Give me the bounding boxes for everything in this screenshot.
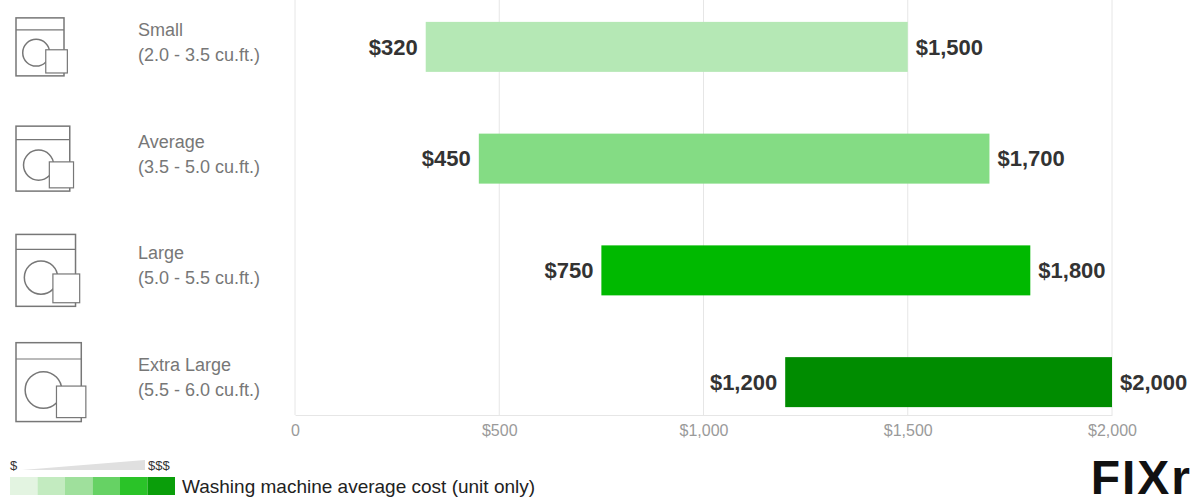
category-label: Large [138,243,184,263]
icon-basket [49,162,73,188]
category-subtitle: (2.0 - 3.5 cu.ft.) [138,45,260,65]
tick-label: $1,000 [680,422,729,439]
washer-icon [16,234,80,306]
chart: 0 $500 $1,000 $1,500 $2,000 $320 $1,500 $450 $1,… [0,0,1200,502]
category-subtitle: (3.5 - 5.0 cu.ft.) [138,157,260,177]
tick-label: $1,500 [884,422,933,439]
logo: FIXr [1091,451,1192,502]
legend-scale-label: $ [10,458,18,473]
data-label: $1,200 [710,370,777,395]
tick-label: $500 [482,422,518,439]
washer-icon [16,343,86,422]
legend: $$$$Washing machine average cost (unit o… [10,458,535,497]
data-label: $1,500 [916,35,983,60]
legend-wedge [22,460,145,470]
x-axis: 0 $500 $1,000 $1,500 $2,000 [291,415,1137,439]
legend-swatch [38,477,66,495]
tick-label: $2,000 [1088,422,1137,439]
bar [479,134,990,184]
axis-line [296,415,1113,416]
category-label: Small [138,20,183,40]
data-label: $2,000 [1120,370,1187,395]
legend-scale-label: $$$ [148,458,170,473]
icon-panel [16,29,64,30]
data-label: $750 [544,258,593,283]
tick: $1,500 [884,415,933,439]
tick: $500 [482,415,518,439]
category-subtitle: (5.5 - 6.0 cu.ft.) [138,380,260,400]
category-labels: Small (2.0 - 3.5 cu.ft.) Average (3.5 - 5.0… [16,18,260,422]
legend-swatch [148,477,176,495]
data-labels: $320 $1,500 $450 $1,700 $750 $1,800 $1,200 $2,0… [369,35,1188,395]
icon-basket [53,274,80,303]
bar [601,245,1030,295]
tick: $2,000 [1088,415,1137,439]
bars [426,22,1112,407]
data-label: $320 [369,35,418,60]
washer-icon [16,18,67,76]
icon-basket [46,50,68,73]
tick: 0 [291,415,300,439]
tick: $1,000 [680,415,729,439]
grid-line [1112,0,1113,415]
legend-label: Washing machine average cost (unit only) [182,476,535,497]
grid-line [295,0,296,415]
icon-panel [16,139,70,140]
category-label: Extra Large [138,355,231,375]
data-label: $1,800 [1038,258,1105,283]
data-label: $1,700 [997,146,1064,171]
tick-label: 0 [291,422,300,439]
icon-basket [56,386,85,418]
icon-panel [16,249,76,250]
legend-swatch [93,477,121,495]
legend-swatch [65,477,93,495]
washer-icon [16,126,74,191]
data-label: $450 [422,146,471,171]
bar [785,357,1112,407]
legend-swatch [10,477,38,495]
bar [426,22,908,72]
legend-swatch [120,477,148,495]
icon-panel [16,358,81,359]
grid [295,0,1112,415]
category-subtitle: (5.0 - 5.5 cu.ft.) [138,268,260,288]
category-label: Average [138,132,205,152]
